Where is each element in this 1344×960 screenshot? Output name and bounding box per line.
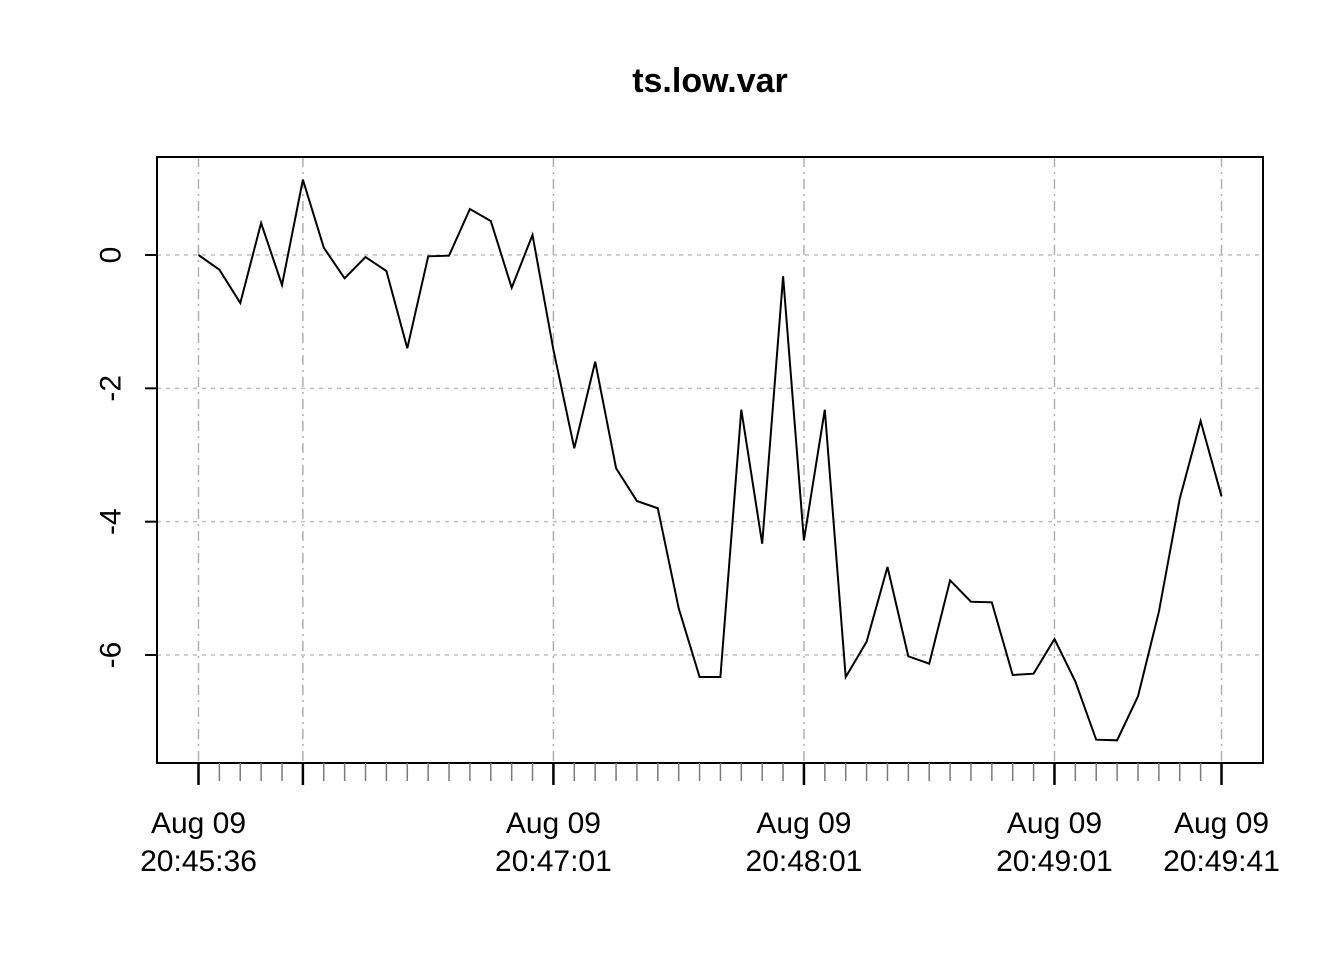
y-tick-label: -4 bbox=[95, 508, 128, 535]
y-tick-label: -6 bbox=[95, 642, 128, 669]
chart-title: ts.low.var bbox=[632, 62, 788, 100]
y-tick-label: 0 bbox=[95, 247, 128, 264]
series bbox=[197, 179, 1223, 742]
x-tick-label-time: 20:45:36 bbox=[140, 845, 257, 878]
x-tick-label-time: 20:49:41 bbox=[1163, 845, 1280, 878]
y-tick-label: -2 bbox=[95, 375, 128, 402]
x-tick-label-time: 20:48:01 bbox=[746, 845, 863, 878]
plot-frame bbox=[156, 156, 1264, 764]
series-line bbox=[197, 179, 1223, 742]
grid bbox=[157, 157, 1263, 763]
x-tick-label-date: Aug 09 bbox=[506, 807, 601, 840]
y-axis: 0 -2 -4 -6 bbox=[95, 247, 157, 669]
x-tick-label-date: Aug 09 bbox=[151, 807, 246, 840]
x-tick-label-time: 20:47:01 bbox=[495, 845, 612, 878]
x-axis: Aug 09 20:45:36 Aug 09 20:47:01 Aug 09 20:48:… bbox=[140, 763, 1280, 878]
x-tick-label-date: Aug 09 bbox=[1174, 807, 1269, 840]
x-tick-label-date: Aug 09 bbox=[756, 807, 851, 840]
x-tick-label-date: Aug 09 bbox=[1007, 807, 1102, 840]
x-tick-label-time: 20:49:01 bbox=[996, 845, 1113, 878]
